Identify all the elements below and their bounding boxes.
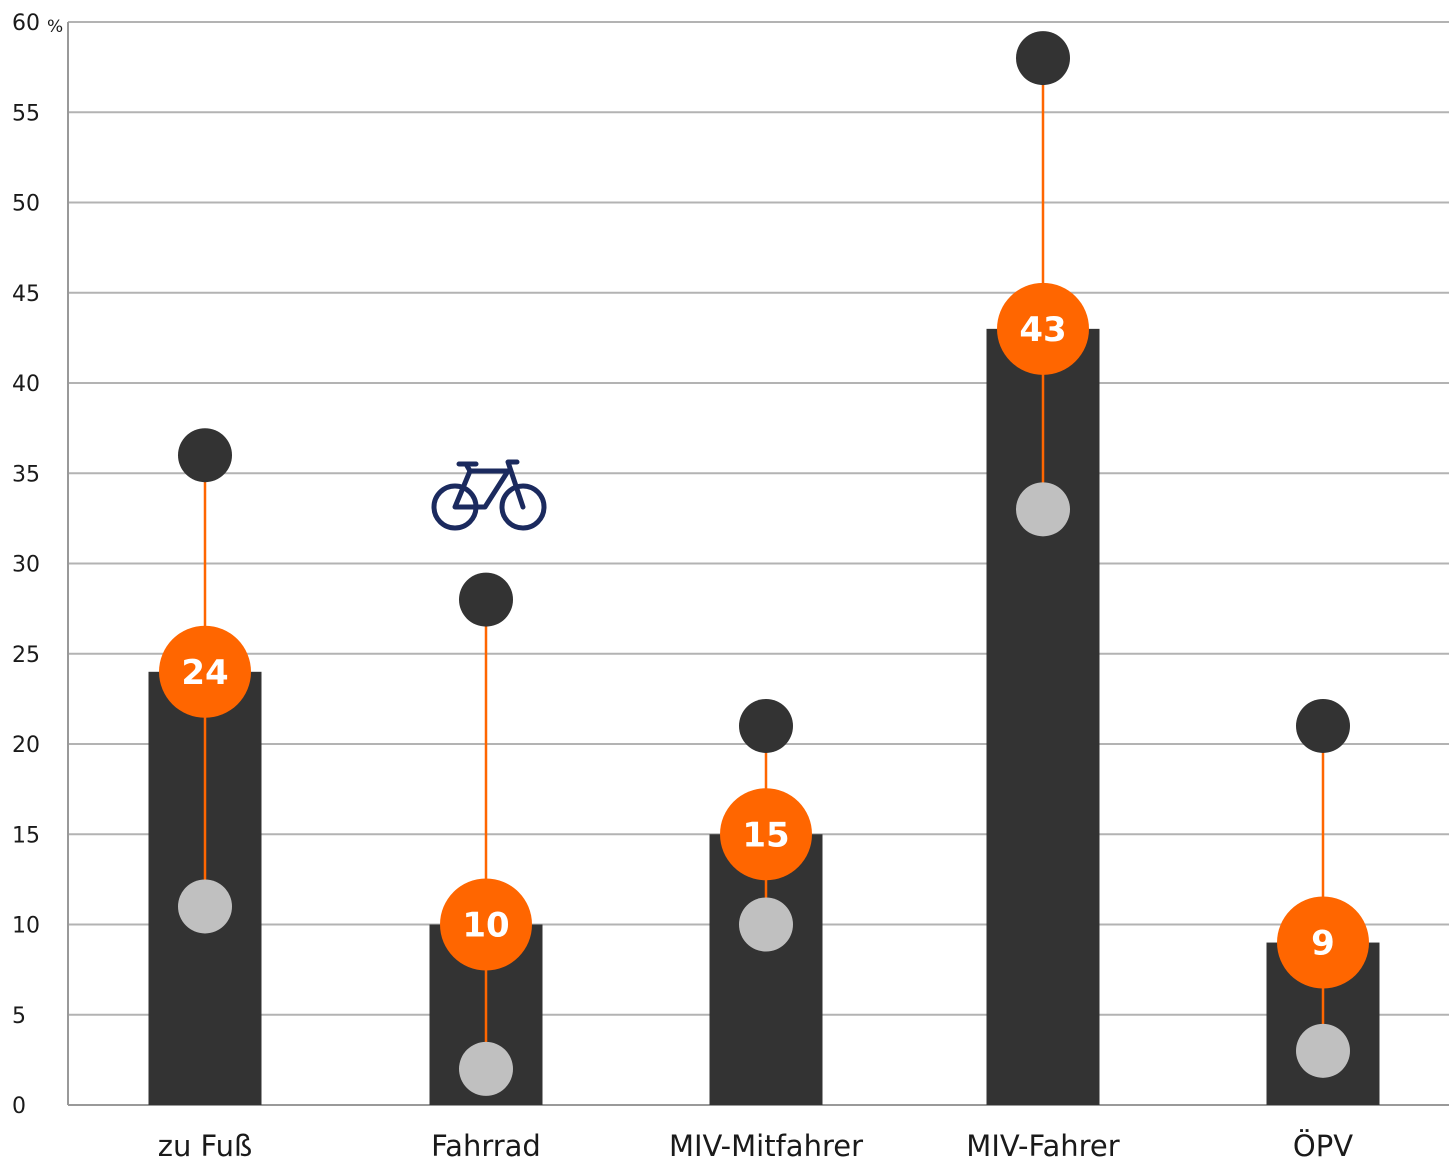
x-axis-labels: zu Fuß Fahrrad MIV-Mitfahrer MIV-Fahrer ÖPV: [158, 1129, 1354, 1163]
dot-markers: [178, 31, 1350, 1096]
y-tick-label: 30: [12, 553, 40, 578]
bicycle-wheel-front: [499, 483, 547, 531]
category-label: zu Fuß: [158, 1129, 253, 1163]
category-label: MIV-Mitfahrer: [669, 1129, 863, 1163]
value-marker: [440, 878, 532, 971]
y-tick-label: 50: [12, 192, 40, 217]
value-label: 24: [181, 653, 228, 693]
category-label: Fahrrad: [431, 1129, 541, 1163]
high-dot: [739, 698, 793, 753]
value-label: 9: [1311, 924, 1335, 964]
category-label: MIV-Fahrer: [966, 1129, 1119, 1163]
value-marker: [997, 282, 1089, 375]
value-markers: 24 10 15 43 9: [159, 282, 1369, 989]
high-dot: [1016, 31, 1070, 86]
low-dot: [1016, 482, 1070, 537]
y-tick-label: 55: [12, 101, 40, 126]
value-marker: [1277, 896, 1369, 989]
y-unit-label: %: [47, 17, 63, 37]
high-dot: [459, 572, 513, 627]
low-dot: [739, 897, 793, 952]
low-dot: [459, 1041, 513, 1096]
high-dot: [178, 428, 232, 483]
category-label: ÖPV: [1293, 1129, 1353, 1163]
range-lines: [203, 58, 1325, 1069]
bicycle-icon: [431, 459, 547, 531]
bicycle-seat: [456, 461, 479, 474]
bicycle-shape: [431, 459, 547, 531]
y-tick-label: 45: [12, 282, 40, 307]
value-marker: [159, 625, 251, 718]
y-axis: 0 5 10 15 20 25 30 35 40 45 50 55 60%: [12, 11, 1449, 1119]
y-tick-label: 10: [12, 914, 40, 939]
high-dot: [1296, 698, 1350, 753]
bicycle-frame: [452, 468, 511, 510]
y-tick-label: 40: [12, 372, 40, 397]
low-dot: [178, 879, 232, 934]
y-tick-label: 35: [12, 462, 40, 487]
y-tick-label: 0: [12, 1094, 26, 1119]
y-tick-label: 60: [12, 11, 40, 36]
low-dot: [1296, 1023, 1350, 1078]
y-tick-label: 15: [12, 823, 40, 848]
grid-lines: [68, 21, 1449, 1016]
value-label: 43: [1019, 310, 1066, 350]
y-tick-label: 5: [12, 1004, 26, 1029]
y-tick-label: 25: [12, 643, 40, 668]
value-label: 15: [742, 815, 789, 855]
value-marker: [720, 788, 812, 881]
bicycle-fork: [505, 459, 526, 510]
value-label: 10: [462, 906, 509, 946]
y-tick-label: 20: [12, 733, 40, 758]
